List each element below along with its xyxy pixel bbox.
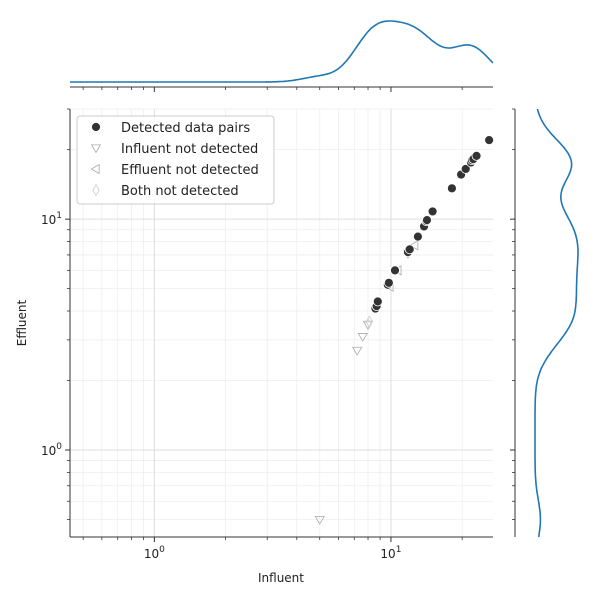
marker-circle — [460, 164, 471, 174]
x-tick-label: 100 — [144, 545, 165, 561]
legend-label: Influent not detected — [121, 142, 258, 157]
marker-diamond — [364, 318, 372, 331]
axis-ticks: 100 101 100 101 — [41, 108, 463, 561]
marker-circle — [427, 206, 438, 217]
y-axis-label: Effluent — [15, 299, 29, 346]
y-tick-label: 101 — [41, 211, 62, 227]
x-axis-label: Influent — [258, 571, 304, 585]
marker-triangle-down — [351, 346, 363, 356]
top-marginal-ticks — [82, 87, 463, 92]
data-points — [314, 135, 495, 525]
x-tick-label: 101 — [380, 545, 401, 561]
legend-label: Detected data pairs — [121, 121, 250, 136]
legend: Detected data pairs Influent not detected… — [76, 115, 275, 205]
marker-circle — [484, 135, 495, 145]
marker-circle — [404, 244, 415, 255]
effluent-density-curve — [534, 108, 579, 538]
marker-diamond — [92, 183, 100, 197]
right-marginal-ticks — [510, 108, 515, 520]
right-marginal-panel — [510, 108, 579, 538]
legend-label: Effluent not detected — [121, 163, 259, 178]
marker-triangle-down — [314, 515, 325, 525]
legend-label: Both not detected — [121, 184, 239, 199]
main-panel: 100 101 100 101 — [41, 108, 495, 561]
marker-circle — [471, 150, 482, 161]
y-tick-label: 100 — [41, 442, 62, 458]
top-marginal-panel — [70, 20, 494, 92]
marker-circle — [91, 122, 101, 132]
legend-box — [76, 115, 275, 205]
marker-circle — [383, 277, 394, 288]
marker-circle — [422, 215, 432, 226]
marker-triangle-down — [90, 144, 102, 154]
marker-circle — [372, 296, 383, 307]
marker-triangle-down — [357, 333, 368, 342]
marker-circle — [447, 183, 457, 194]
marker-circle — [390, 265, 400, 276]
marker-circle — [413, 231, 423, 242]
marker-triangle-left — [90, 163, 100, 175]
influent-density-curve — [70, 20, 494, 83]
